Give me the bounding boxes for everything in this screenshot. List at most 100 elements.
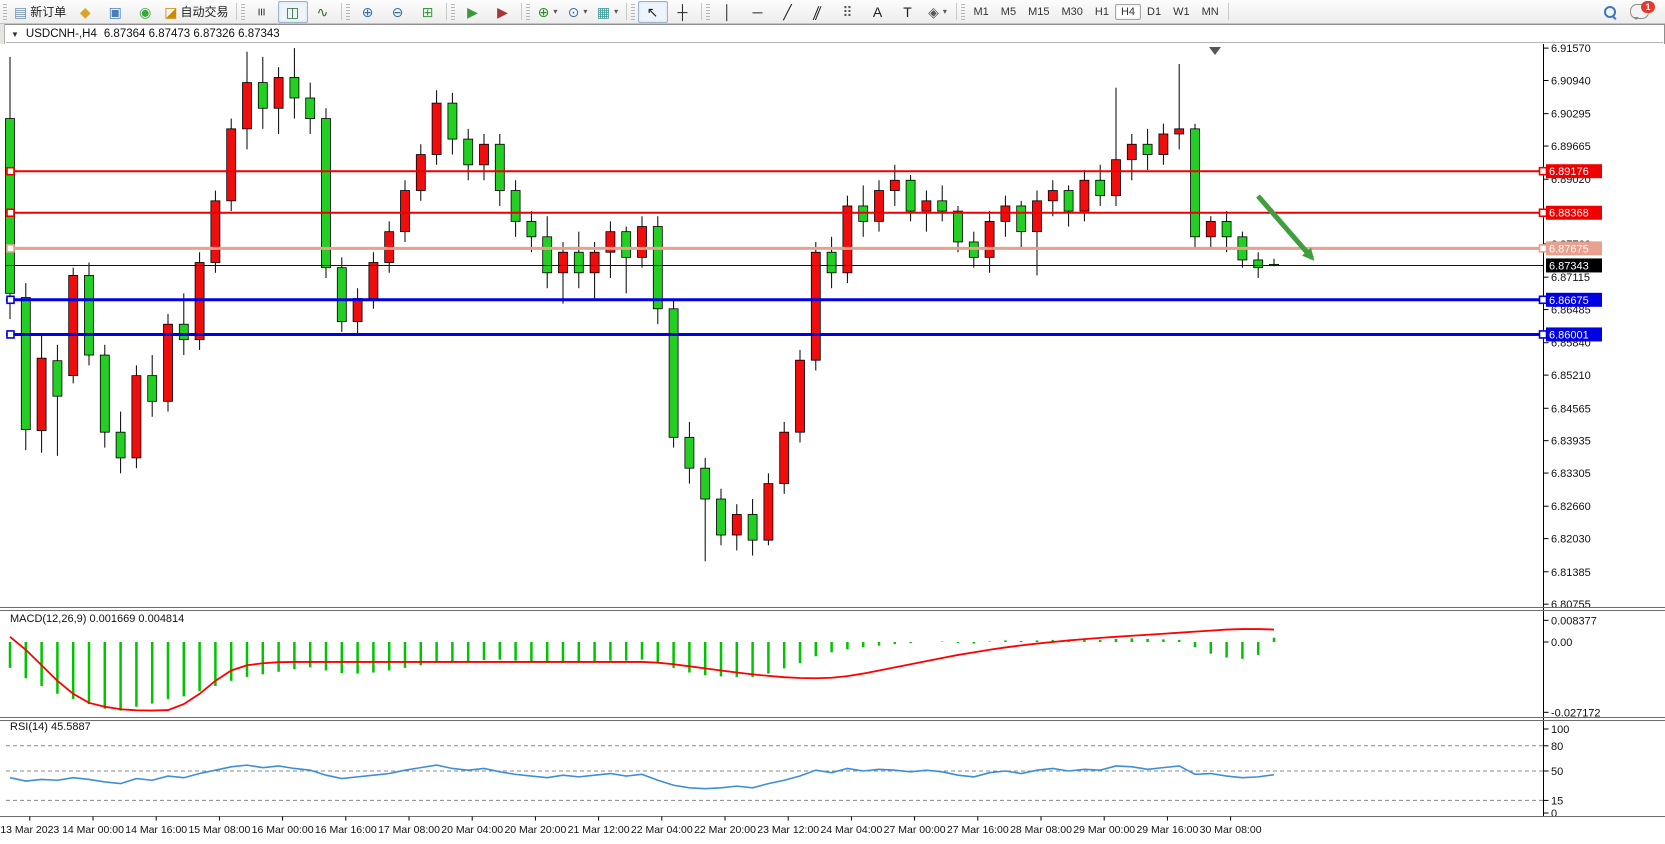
down-arrow-annotation[interactable] <box>1256 194 1315 261</box>
zoom-in-button[interactable]: ⊕ <box>353 1 383 23</box>
price-chart[interactable]: 6.915706.909406.902956.896656.890206.883… <box>0 44 1665 844</box>
toolbar-separator <box>520 3 522 20</box>
new-order-button[interactable]: ▤ 新订单 <box>10 1 70 23</box>
gold-diamond-icon: ◆ <box>79 3 91 20</box>
time-tick-label: 23 Mar 12:00 <box>757 824 819 836</box>
line-anchor-handle[interactable] <box>6 295 15 305</box>
trendline-button[interactable]: ╱ <box>773 1 803 23</box>
candlestick-icon: ◫ <box>285 3 300 20</box>
market-watch-button[interactable]: ▣ <box>100 1 130 23</box>
chevron-down-icon[interactable]: ▾ <box>553 7 558 16</box>
price-level-badge-text: 6.86675 <box>1549 295 1589 307</box>
vertical-line-button[interactable]: │ <box>713 1 743 23</box>
tf-m5[interactable]: M5 <box>1000 5 1017 18</box>
templates-button[interactable]: ▦ ▾ <box>593 1 623 23</box>
zoom-in-icon: ⊕ <box>361 3 374 20</box>
chart-shift-button[interactable]: ▶ <box>488 1 518 23</box>
chevron-down-icon[interactable]: ▾ <box>583 7 588 16</box>
chart-titlebar[interactable]: ▼ USDCNH-,H4 6.87364 6.87473 6.87326 6.8… <box>6 26 1663 43</box>
time-axis[interactable]: 13 Mar 2023 14 Mar 00:00 14 Mar 16:00 15 Ma… <box>0 816 1262 837</box>
time-tick-label: 28 Mar 08:00 <box>1010 824 1072 836</box>
line-anchor-handle[interactable] <box>6 208 15 218</box>
chevron-down-icon[interactable]: ▾ <box>614 7 619 16</box>
horizontal-line-button[interactable]: ─ <box>743 1 773 23</box>
rsi-axis-label: 50 <box>1551 766 1563 778</box>
line-chart-button[interactable]: ∿ <box>308 1 338 23</box>
auto-scroll-button[interactable]: ▶ <box>458 1 488 23</box>
equidistant-channel-icon: ∥ <box>810 3 825 20</box>
macd-signal-line <box>9 628 1275 712</box>
time-tick-label: 27 Mar 00:00 <box>884 824 946 836</box>
price-tick-label: 6.87115 <box>1551 272 1590 284</box>
bar-chart-icon: ≡ <box>254 7 271 16</box>
toolbar-grip <box>240 3 245 20</box>
candlestick-chart-button[interactable]: ◫ <box>277 0 308 23</box>
tf-m30[interactable]: M30 <box>1061 5 1083 18</box>
arrows-shapes-icon: ◈ <box>928 3 939 20</box>
price-level-badge <box>1546 164 1602 179</box>
macd-axis-label: 0.008377 <box>1551 615 1597 627</box>
tile-windows-button[interactable]: ⊞ <box>413 1 443 23</box>
time-tick-label: 22 Mar 04:00 <box>631 824 693 836</box>
line-anchor-handle[interactable] <box>6 330 15 339</box>
search-icon[interactable] <box>1604 5 1616 18</box>
layouts-button[interactable]: ◆ <box>70 1 100 23</box>
chart-shift-marker[interactable] <box>1209 47 1221 55</box>
time-tick-label: 17 Mar 08:00 <box>378 824 440 836</box>
macd-panel <box>8 628 1276 712</box>
signals-button[interactable]: ◉ <box>130 1 160 23</box>
time-tick-label: 30 Mar 08:00 <box>1200 824 1262 836</box>
periods-button[interactable]: ⊙ ▾ <box>563 1 593 23</box>
tf-mn[interactable]: MN <box>1201 5 1219 18</box>
shapes-button[interactable]: ◈ ▾ <box>923 1 953 23</box>
current-price-badge-text: 6.87343 <box>1549 260 1589 272</box>
tf-w1[interactable]: W1 <box>1173 5 1190 18</box>
autotrading-button[interactable]: ◪ 自动交易 <box>160 1 232 23</box>
price-tick-label: 6.84565 <box>1551 403 1591 415</box>
line-anchor-handle[interactable] <box>6 244 15 253</box>
tf-m1[interactable]: M1 <box>973 5 989 18</box>
rsi-axis-label: 15 <box>1551 795 1563 807</box>
text-label-button[interactable]: T <box>893 1 923 23</box>
bar-chart-button[interactable]: ≡ <box>248 1 278 23</box>
tf-m15[interactable]: M15 <box>1028 5 1050 18</box>
time-tick-label: 14 Mar 00:00 <box>62 824 124 836</box>
fibonacci-icon: ⠿ <box>842 3 853 20</box>
crosshair-button[interactable]: ┼ <box>668 1 698 23</box>
trendline-icon: ╱ <box>783 3 792 20</box>
notifications-icon[interactable]: 1 <box>1630 1 1655 20</box>
price-level-badge <box>1546 241 1602 256</box>
time-tick-label: 13 Mar 2023 <box>0 824 59 836</box>
toolbar-separator <box>955 3 957 20</box>
tf-h1[interactable]: H1 <box>1094 5 1109 18</box>
chart-ohlc-values: 6.87364 6.87473 6.87326 6.87343 <box>103 28 280 40</box>
text-label-icon: T <box>903 3 912 20</box>
toolbar-grip <box>525 3 530 20</box>
market-watch-icon: ▣ <box>108 3 122 20</box>
rsi-indicator-label: RSI(14) 45.5887 <box>10 721 91 733</box>
toolbar-grip <box>960 3 965 20</box>
candles-layer <box>5 48 1279 562</box>
cursor-button[interactable]: ↖ <box>637 0 668 23</box>
price-level-badge <box>1546 292 1602 307</box>
toolbar-separator <box>445 3 447 20</box>
text-button[interactable]: A <box>863 1 893 23</box>
toolbar-separator <box>340 3 342 20</box>
tf-d1[interactable]: D1 <box>1147 5 1162 18</box>
time-tick-label: 29 Mar 00:00 <box>1073 824 1135 836</box>
channel-button[interactable]: ∥ <box>803 1 833 23</box>
zoom-out-button[interactable]: ⊖ <box>383 1 413 23</box>
toolbar-grip <box>3 3 7 20</box>
price-tick-label: 6.83935 <box>1551 436 1591 448</box>
indicators-button[interactable]: ⊕ ▾ <box>533 1 563 23</box>
price-level-badge-text: 6.89176 <box>1549 166 1589 178</box>
price-tick-label: 6.81385 <box>1551 567 1591 579</box>
fibonacci-button[interactable]: ⠿ <box>833 1 863 23</box>
template-icon: ▦ <box>596 3 611 20</box>
collapse-icon[interactable]: ▼ <box>11 29 19 39</box>
line-anchor-handle[interactable] <box>6 166 15 176</box>
auto-scroll-icon: ▶ <box>467 3 478 20</box>
tf-h4[interactable]: H4 <box>1114 3 1141 20</box>
price-axis[interactable]: 6.915706.909406.902956.896656.890206.883… <box>1538 44 1665 820</box>
chevron-down-icon[interactable]: ▾ <box>942 7 947 16</box>
